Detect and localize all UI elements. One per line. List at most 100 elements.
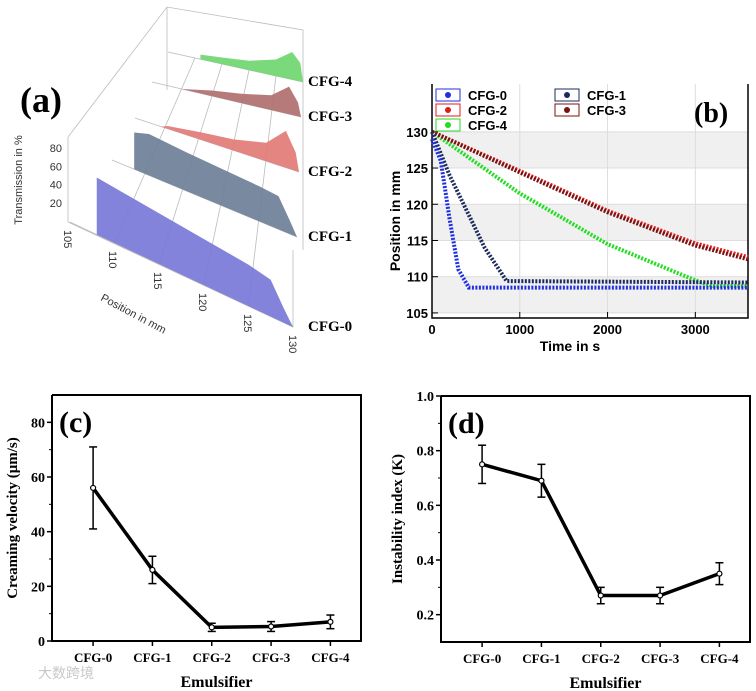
data-point [327,618,334,625]
top-frame [67,6,304,250]
x-tick-label: CFG-3 [252,650,291,665]
legend-label: CFG-0 [468,88,507,103]
legend-label: CFG-4 [468,118,508,133]
y-tick-label: 130 [406,125,428,140]
legend: CFG-0 CFG-1 CFG-2 CFG-3 CFG-4 [435,88,626,133]
data-point [538,477,545,484]
y-tick-label: 80 [31,416,45,431]
panel-label: (c) [59,406,92,439]
area-cfg-1 [134,132,297,237]
y-tick-label: 0.4 [417,554,435,569]
y-tick-label: 0.6 [417,499,435,514]
y-tick-label: 80 [50,143,62,155]
x-tick-label: CFG-2 [582,651,620,666]
y-tick-label: 115 [407,233,428,248]
y-tick-label: 60 [50,161,62,173]
panel-c: 0 20 40 60 80 CFG-0 CFG-1 CFG-2 CFG-3 CFG-4 (c) Cre… [5,394,362,691]
data-line [481,462,721,598]
x-axis-label: Position in mm [99,292,168,336]
y-tick-label: 120 [406,197,428,212]
series-label: CFG-4 [308,74,353,90]
x-tick-label: CFG-0 [463,651,501,666]
y-tick-label: 110 [407,270,428,285]
legend-marker-square [445,107,451,113]
series-line-cfg-1 [430,131,749,285]
series-label: CFG-1 [308,229,352,245]
x-tick-label: 3000 [681,322,710,337]
area-cfg-2 [161,126,299,172]
area-cfg-0 [96,177,293,327]
axes-frame [431,84,749,319]
series-label: CFG-2 [308,164,352,180]
y-tick-label: 0.2 [417,609,435,624]
y-tick-label: 40 [31,526,45,541]
legend-marker-x [445,122,451,128]
legend-marker-triangle-up [564,92,570,98]
panel-label: (d) [448,407,485,440]
data-point [597,592,604,599]
legend-marker-triangle-down [564,107,570,113]
x-tick-label: CFG-1 [133,650,171,665]
x-tick-label: CFG-2 [193,650,231,665]
x-tick-label: CFG-4 [311,650,350,665]
x-axis-label: Emulsifier [181,674,253,691]
x-tick-label: 125 [241,314,253,332]
y-tick-label: 125 [406,161,428,176]
data-point [208,624,215,631]
legend-label: CFG-3 [587,103,626,118]
y-axis-label: Instability index (K) [390,454,406,584]
x-tick-label: 105 [61,230,73,248]
legend-label: CFG-1 [587,88,626,103]
y-tick-label: 1.0 [417,390,435,405]
x-axis-label: Emulsifier [570,675,642,691]
data-point [656,592,664,599]
legend-marker-diamond [445,92,451,98]
y-axis-label: Creaming velocity (μm/s) [5,437,21,599]
area-cfg-3 [181,86,301,117]
y-tick-label: 0 [38,635,45,650]
x-tick-label: CFG-0 [74,650,112,665]
axes-frame [440,395,751,643]
layer-baseline [134,117,300,173]
y-tick-label: 40 [50,180,62,192]
y-tick-label: 20 [31,580,45,595]
watermark: 大数跨境 [38,665,94,681]
area-cfg-4 [200,52,303,82]
series-label: CFG-3 [308,109,352,125]
x-tick-label: CFG-4 [700,651,739,666]
series-line-cfg-3 [431,129,749,262]
x-tick-label: 110 [106,251,118,269]
y-tick-label: 20 [50,198,62,210]
data-point [267,623,275,630]
panel-label: (a) [20,80,62,120]
y-axis-label: Transmission in % [13,135,25,225]
legend-label: CFG-2 [468,103,507,118]
data-point [89,484,97,492]
axes-frame [51,394,362,642]
x-tick-label: 115 [151,272,163,290]
x-axis-label: Time in s [540,338,601,354]
front-frame [67,137,294,328]
x-tick-label: 0 [428,322,435,337]
x-tick-label: 130 [286,335,298,353]
x-tick-label: CFG-1 [522,651,560,666]
grid-band [432,131,748,169]
panel-d: 0.2 0.4 0.6 0.8 1.0 CFG-0 CFG-1 CFG-2 CFG-3 CFG-4… [390,390,751,691]
data-line [91,486,331,630]
y-tick-label: 105 [406,306,428,321]
panel-label: (b) [694,98,728,129]
series-line-cfg-0 [430,138,748,290]
y-tick-label: 60 [31,471,45,486]
x-tick-label: 2000 [593,322,622,337]
y-tick-label: 0.8 [417,445,435,460]
data-point [716,570,723,577]
x-tick-label: CFG-3 [641,651,680,666]
x-tick-label: 1000 [505,322,534,337]
y-axis-label: Position in mm [387,171,403,271]
x-tick-label: 120 [196,293,208,311]
panel-a: CFG-4 CFG-3 CFG-2 CFG-1 CFG-0 20 40 60 80 105 110 1… [13,6,353,353]
series-label: CFG-0 [308,319,352,335]
